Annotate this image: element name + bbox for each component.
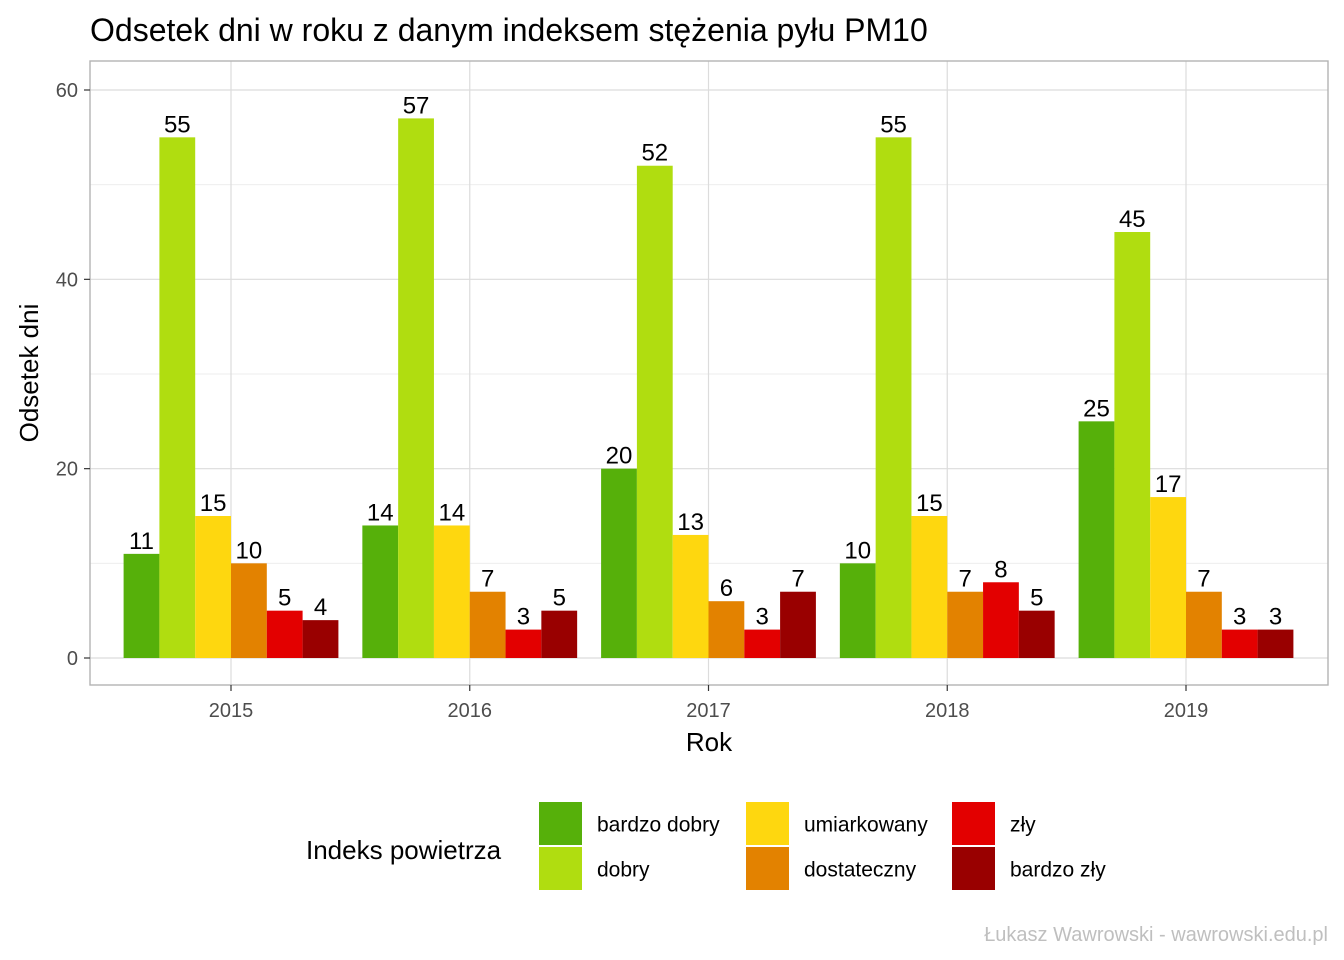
bar-value-label: 5 (1030, 585, 1043, 612)
bar (1221, 629, 1258, 658)
x-tick-label: 2017 (686, 700, 731, 722)
bar-value-label: 4 (314, 594, 327, 621)
x-tick-label: 2015 (209, 700, 254, 722)
legend-swatch (746, 802, 789, 845)
legend: Indeks powietrza bardzo dobry dobry umiark… (306, 802, 1106, 890)
bar-value-label: 15 (916, 490, 943, 517)
bar (231, 563, 267, 658)
x-tick-label: 2018 (925, 700, 970, 722)
bar-value-label: 5 (278, 585, 291, 612)
legend-items: bardzo dobry dobry umiarkowany dostateczny z… (539, 802, 1106, 890)
bar (601, 468, 637, 658)
bar (672, 534, 709, 658)
bar (266, 610, 303, 658)
legend-label: bardzo dobry (597, 814, 720, 837)
bar (911, 516, 948, 658)
legend-label: bardzo zły (1010, 859, 1106, 882)
bar (1186, 591, 1222, 658)
legend-title: Indeks powietrza (306, 835, 502, 865)
bar-value-label: 25 (1083, 395, 1110, 422)
bar-value-label: 11 (129, 528, 154, 555)
legend-swatch (539, 802, 582, 845)
bar (708, 601, 745, 658)
legend-swatch (539, 847, 582, 890)
legend-swatch (952, 847, 995, 890)
caption: Łukasz Wawrowski - wawrowski.edu.pl (984, 924, 1328, 946)
bar (1114, 232, 1151, 658)
bar-value-label: 5 (553, 585, 566, 612)
bar-value-label: 3 (1269, 604, 1282, 631)
bar (362, 525, 399, 658)
x-axis-title: Rok (686, 727, 733, 757)
bar-value-label: 6 (720, 575, 733, 602)
bar (1257, 629, 1294, 658)
bars (123, 118, 1294, 659)
bar-value-label: 10 (844, 537, 871, 564)
bar (505, 629, 542, 658)
legend-label: dostateczny (804, 859, 917, 882)
bar (433, 525, 470, 658)
bar (469, 591, 506, 658)
bar-value-label: 17 (1155, 471, 1182, 498)
bar (875, 137, 912, 659)
bar-value-label: 3 (517, 604, 530, 631)
bar (123, 553, 160, 658)
bar-value-label: 14 (367, 499, 394, 526)
legend-swatch (952, 802, 995, 845)
bar-value-label: 55 (880, 111, 907, 138)
y-axis-ticks: 0 20 40 60 (56, 80, 90, 670)
legend-swatch (746, 847, 789, 890)
bar-value-label: 10 (236, 537, 263, 564)
x-axis-ticks: 2015 2016 2017 2018 2019 (209, 685, 1209, 722)
bar-value-label: 14 (438, 499, 465, 526)
bar (780, 591, 816, 658)
bar-value-label: 15 (200, 490, 227, 517)
bar-value-label: 7 (958, 566, 971, 593)
legend-label: umiarkowany (804, 814, 928, 837)
bar (839, 563, 876, 658)
bar-value-label: 55 (164, 111, 191, 138)
legend-label: zły (1010, 814, 1036, 837)
chart-title: Odsetek dni w roku z danym indeksem stęż… (90, 12, 928, 48)
bar (398, 118, 434, 658)
bar-value-label: 7 (791, 566, 804, 593)
y-tick-label: 60 (56, 80, 78, 102)
bar-value-label: 3 (1233, 604, 1246, 631)
legend-label: dobry (597, 859, 650, 882)
y-tick-label: 20 (56, 459, 78, 481)
bar-value-label: 45 (1119, 206, 1146, 233)
y-axis-title: Odsetek dni (14, 304, 44, 443)
bar-value-label: 13 (677, 509, 704, 536)
bar (302, 620, 339, 658)
x-tick-label: 2016 (448, 700, 493, 722)
bar-value-label: 20 (606, 443, 633, 470)
bar (636, 165, 673, 658)
bar-value-label: 8 (994, 556, 1007, 583)
bar (1018, 610, 1055, 658)
bar (947, 591, 984, 658)
bar (541, 610, 578, 658)
bar-value-label: 7 (481, 566, 494, 593)
bar-value-label: 57 (403, 92, 430, 119)
bar-value-label: 7 (1197, 566, 1210, 593)
bar (744, 629, 781, 658)
y-tick-label: 0 (67, 648, 78, 670)
x-tick-label: 2019 (1164, 700, 1209, 722)
y-tick-label: 40 (56, 269, 78, 291)
bar (983, 582, 1019, 658)
bar (1150, 497, 1186, 658)
bar-value-label: 3 (756, 604, 769, 631)
bar (1078, 421, 1115, 658)
bar-value-label: 52 (641, 140, 668, 167)
bar (159, 137, 196, 659)
bar (195, 516, 231, 658)
